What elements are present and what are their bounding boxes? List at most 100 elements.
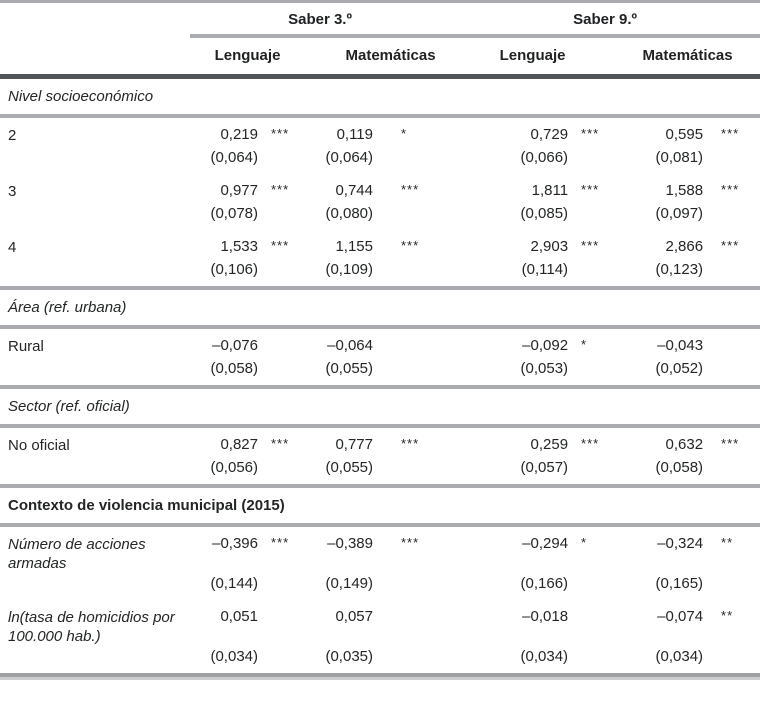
standard-error-row: (0,106) (0,109) (0,114) (0,123) [0,259,760,290]
standard-error-row: (0,078) (0,080) (0,085) (0,097) [0,203,760,230]
subject-header-row: Lenguaje Matemáticas Lenguaje Matemática… [0,36,760,79]
stars-spacer [260,147,305,174]
coefficient-value: 1,811 [531,182,569,199]
row-label: No oficial [8,437,70,454]
column-header-lenguaje-s3: Lenguaje [190,36,305,79]
significance-stars: * [581,337,588,352]
significance-stars: *** [401,535,420,550]
coefficient-value: 2,903 [530,238,569,255]
row-label-spacer [0,147,190,174]
significance-stars: *** [401,238,420,253]
coefficient-row: 2 0,219 *** 0,119 * 0,729 *** 0,595 *** [0,116,760,147]
coefficient-value: 2,866 [665,238,704,255]
coefficient-value: –0,043 [657,337,704,354]
standard-error-value: (0,106) [190,259,260,290]
significance-stars: *** [721,238,740,253]
standard-error-value: (0,149) [325,575,373,592]
standard-error-value: (0,144) [210,575,258,592]
stars-spacer [375,457,451,488]
group-header-saber-3: Saber 3.º [190,1,451,38]
significance-stars: *** [721,436,740,451]
stars-spacer [375,259,451,290]
column-header-matematicas-s3: Matemáticas [305,36,451,79]
significance-stars [570,600,615,646]
stars-spacer [260,203,305,230]
standard-error-value: (0,114) [450,259,571,290]
standard-error-value: (0,064) [210,149,258,166]
standard-error-value: (0,066) [520,149,569,166]
coefficient-value: 0,729 [530,126,569,143]
stars-spacer [705,358,760,389]
coefficient-value: 0,744 [335,182,373,199]
coefficient-value: –0,294 [522,535,569,552]
row-label-spacer [0,457,190,488]
coefficient-value: –0,064 [327,337,373,354]
standard-error-value: (0,034) [210,648,258,665]
significance-stars: ** [721,535,734,550]
significance-stars [375,600,450,646]
regression-results-table: Saber 3.º Saber 9.º Lenguaje Matemáticas… [0,0,760,673]
row-label: ln(tasa de homicidios por 100.000 hab.) [8,609,175,645]
column-header-lenguaje-s9: Lenguaje [450,36,616,79]
standard-error-value: (0,034) [520,648,569,665]
standard-error-value: (0,034) [655,648,704,665]
significance-stars: *** [581,436,600,451]
standard-error-value: (0,123) [615,259,706,290]
significance-stars [260,600,305,646]
coefficient-value: 0,595 [665,126,704,143]
stars-spacer [570,259,616,290]
stars-spacer [375,358,451,389]
significance-stars: *** [721,126,740,141]
group-header-saber-9: Saber 9.º [450,1,760,38]
stars-spacer [570,358,616,389]
standard-error-value: (0,056) [190,457,260,488]
significance-stars: *** [581,126,600,141]
standard-error-value: (0,055) [305,457,375,488]
coefficient-value: 0,051 [220,608,258,625]
stars-spacer [375,573,450,600]
coefficient-value: –0,092 [522,337,569,354]
stars-spacer [375,646,450,673]
stars-spacer [260,457,305,488]
table-bottom-rule [0,673,760,677]
standard-error-value: (0,085) [520,205,569,222]
standard-error-value: (0,097) [655,205,704,222]
stars-spacer [260,259,305,290]
coefficient-row: Número de acciones armadas –0,396 *** –0,38… [0,525,760,573]
coefficient-value: 0,827 [220,436,258,453]
stars-spacer [705,147,760,174]
section-title-row: Contexto de violencia municipal (2015) [0,486,760,527]
stars-spacer [705,573,760,600]
stars-spacer [705,646,760,673]
stars-spacer [705,457,760,488]
standard-error-value: (0,053) [450,358,571,389]
coefficient-row: No oficial 0,827 *** 0,777 *** 0,259 *** 0,632 *… [0,426,760,457]
coefficient-row: Rural –0,076 –0,064 –0,092 * –0,043 [0,327,760,358]
coefficient-value: –0,076 [212,337,258,354]
coefficient-value: 1,533 [220,238,258,255]
standard-error-row: (0,056) (0,055) (0,057) (0,058) [0,457,760,488]
significance-stars [705,327,760,358]
significance-stars: *** [721,182,740,197]
coefficient-value: 0,057 [335,608,373,625]
coefficient-value: –0,324 [657,535,704,552]
standard-error-value: (0,035) [325,648,373,665]
section-title-row: Área (ref. urbana) [0,288,760,329]
row-label: 2 [8,127,17,144]
coefficient-value: 0,777 [335,436,373,453]
standard-error-value: (0,058) [615,457,706,488]
coefficient-value: 1,155 [335,238,373,255]
standard-error-value: (0,057) [450,457,571,488]
section-title: Área (ref. urbana) [0,288,760,329]
group-header-row: Saber 3.º Saber 9.º [0,1,760,38]
significance-stars: * [401,126,408,141]
standard-error-value: (0,058) [190,358,260,389]
row-label: 4 [8,239,17,256]
stars-spacer [705,203,760,230]
coefficient-value: –0,396 [212,535,258,552]
significance-stars: *** [271,238,290,253]
row-label-spacer [0,573,190,600]
section-title-row: Nivel socioeconómico [0,76,760,118]
row-label-spacer [0,646,190,673]
standard-error-value: (0,052) [615,358,706,389]
